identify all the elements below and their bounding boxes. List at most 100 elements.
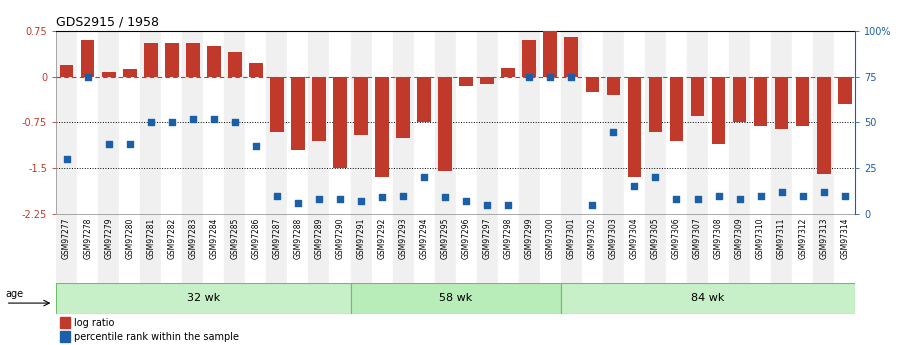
Bar — [754, 77, 767, 126]
Bar — [309, 31, 329, 214]
Point — [395, 193, 410, 198]
Point — [459, 198, 473, 204]
Bar — [309, 214, 329, 285]
Bar — [561, 283, 855, 314]
Bar — [98, 31, 119, 214]
Text: GSM97289: GSM97289 — [314, 217, 323, 259]
Bar — [708, 31, 729, 214]
Bar — [182, 31, 204, 214]
Text: log ratio: log ratio — [73, 318, 114, 328]
Point — [480, 202, 494, 208]
Bar — [414, 214, 434, 285]
Point — [564, 74, 578, 80]
Point — [837, 193, 852, 198]
Bar — [795, 77, 809, 126]
Bar — [288, 214, 309, 285]
Bar — [354, 77, 367, 135]
Text: GSM97312: GSM97312 — [798, 217, 807, 259]
Point — [165, 120, 179, 125]
Text: GSM97296: GSM97296 — [462, 217, 471, 259]
Bar — [376, 77, 389, 177]
Text: GSM97298: GSM97298 — [504, 217, 513, 259]
Text: GSM97309: GSM97309 — [735, 217, 744, 259]
Point — [375, 195, 389, 200]
Point — [186, 116, 200, 121]
Bar — [477, 214, 498, 285]
Bar — [140, 214, 161, 285]
Bar — [687, 214, 708, 285]
Bar — [750, 214, 771, 285]
Bar — [498, 214, 519, 285]
Bar — [204, 31, 224, 214]
Bar — [438, 77, 452, 171]
Bar — [771, 214, 792, 285]
Text: 32 wk: 32 wk — [186, 294, 220, 303]
Bar — [603, 214, 624, 285]
Point — [60, 156, 74, 162]
Bar — [434, 214, 456, 285]
Bar — [775, 77, 788, 129]
Bar — [792, 31, 814, 214]
Bar — [60, 65, 73, 77]
Bar — [266, 214, 288, 285]
Text: GSM97291: GSM97291 — [357, 217, 366, 259]
Bar — [582, 31, 603, 214]
Text: GSM97299: GSM97299 — [525, 217, 534, 259]
Bar — [729, 214, 750, 285]
Bar — [60, 331, 70, 342]
Text: GSM97278: GSM97278 — [83, 217, 92, 259]
Bar — [288, 31, 309, 214]
Text: GSM97293: GSM97293 — [398, 217, 407, 259]
Text: GDS2915 / 1958: GDS2915 / 1958 — [56, 16, 159, 29]
Text: GSM97277: GSM97277 — [62, 217, 71, 259]
Bar — [582, 214, 603, 285]
Point — [438, 195, 452, 200]
Bar — [393, 31, 414, 214]
Point — [627, 184, 642, 189]
Text: GSM97285: GSM97285 — [231, 217, 239, 259]
Point — [81, 74, 95, 80]
Bar — [586, 77, 599, 92]
Text: GSM97280: GSM97280 — [125, 217, 134, 259]
Point — [144, 120, 158, 125]
Bar — [102, 72, 116, 77]
Bar — [792, 214, 814, 285]
Point — [249, 144, 263, 149]
Bar — [522, 40, 536, 77]
Bar — [350, 283, 561, 314]
Bar — [565, 37, 578, 77]
Bar — [645, 31, 666, 214]
Bar — [81, 40, 94, 77]
Text: GSM97302: GSM97302 — [588, 217, 597, 259]
Bar — [814, 214, 834, 285]
Point — [753, 193, 767, 198]
Text: GSM97288: GSM97288 — [293, 217, 302, 259]
Text: GSM97305: GSM97305 — [651, 217, 660, 259]
Bar — [182, 214, 204, 285]
Point — [711, 193, 726, 198]
Text: GSM97279: GSM97279 — [104, 217, 113, 259]
Bar — [123, 69, 137, 77]
Bar — [477, 31, 498, 214]
Point — [732, 197, 747, 202]
Bar — [329, 31, 350, 214]
Point — [311, 197, 326, 202]
Bar — [519, 214, 539, 285]
Text: GSM97310: GSM97310 — [756, 217, 765, 259]
Point — [417, 175, 432, 180]
Point — [816, 189, 831, 195]
Bar — [561, 214, 582, 285]
Bar — [333, 77, 347, 168]
Point — [648, 175, 662, 180]
Bar — [119, 31, 140, 214]
Point — [543, 74, 557, 80]
Point — [669, 197, 683, 202]
Bar — [624, 214, 645, 285]
Bar — [606, 77, 620, 95]
Bar — [729, 31, 750, 214]
Bar — [708, 214, 729, 285]
Bar — [350, 214, 372, 285]
Bar — [119, 214, 140, 285]
Point — [795, 193, 810, 198]
Bar — [372, 214, 393, 285]
